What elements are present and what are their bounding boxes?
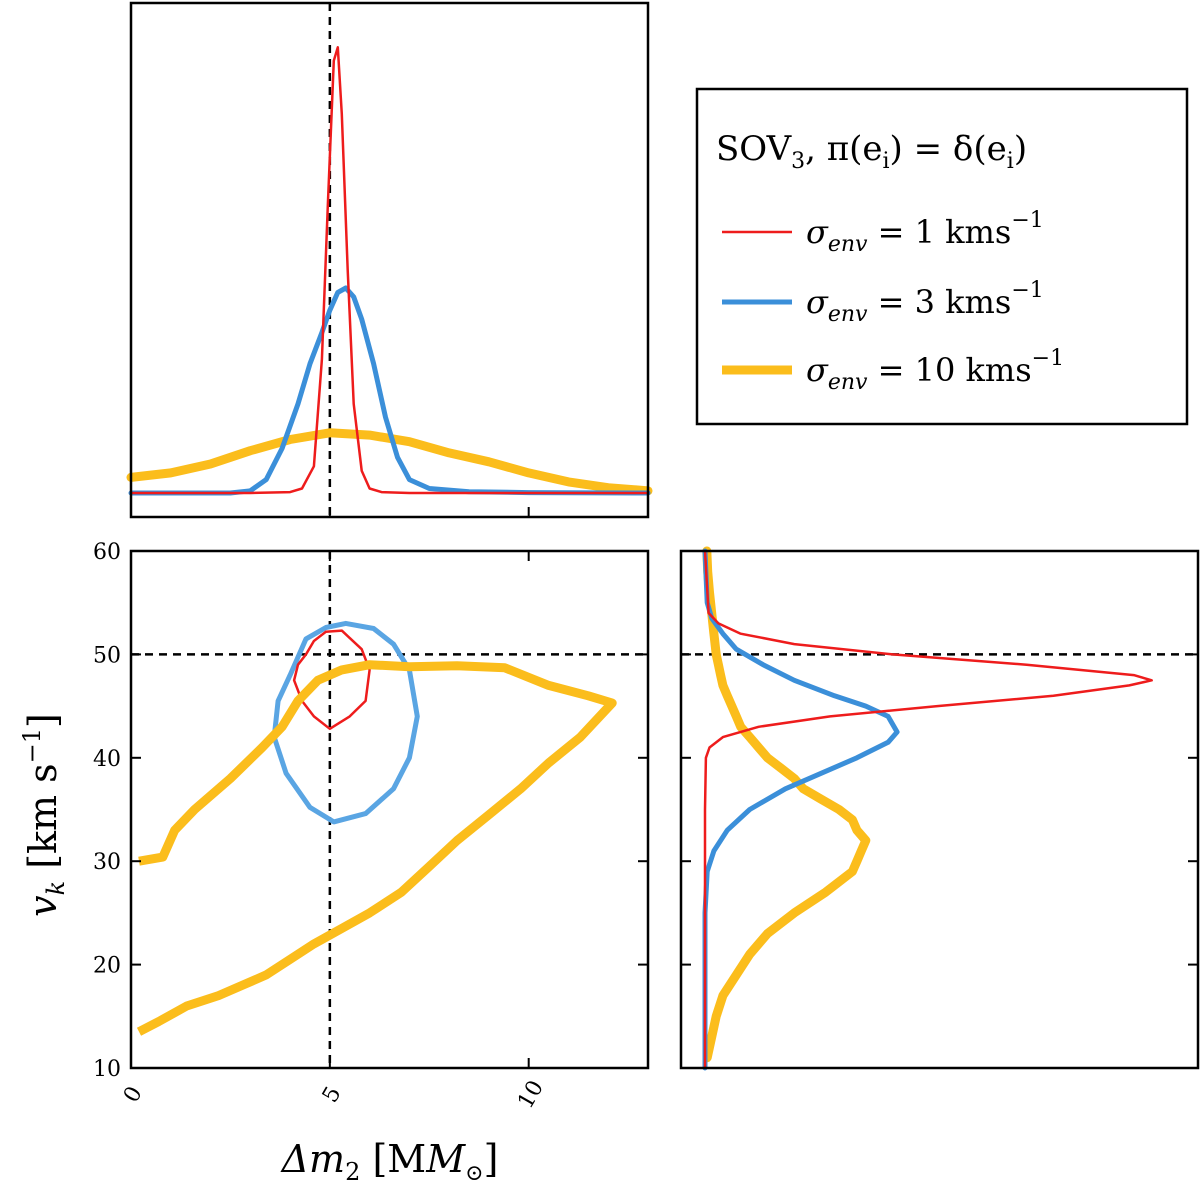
legend-label-sigma-1: σenv = 1 kms−1 [806,208,1044,257]
top-marginal-series-1 [128,285,651,496]
joint-contour-series-2 [136,660,617,1036]
joint-ytick-label-2: 30 [93,850,121,875]
joint-xtick-label-1: 5 [318,1082,347,1107]
joint-panel: 10 20 30 40 50 60 0 5 10 [93,540,650,1113]
legend-label-sigma-3: σenv = 3 kms−1 [806,278,1044,327]
joint-xtick-label-0: 0 [119,1082,148,1107]
top-marginal-series-2 [126,428,653,496]
legend-entry-sigma-10: σenv = 10 kms−1 [722,346,1064,395]
legend-entry-sigma-1: σenv = 1 kms−1 [722,208,1044,257]
top-marginal-series-0 [129,46,650,495]
top-marginal-frame [129,1,650,519]
y-axis-label: vk [km s−1] [18,713,70,917]
joint-ytick-label-4: 50 [93,643,121,668]
x-axis-label: Δm2 [MM⊙] [280,1137,499,1186]
joint-contour-series-0 [292,629,371,731]
right-marginal-series-2 [702,546,871,1063]
top-marginal-panel [126,1,653,519]
joint-ytick-label-5: 60 [93,540,121,565]
joint-ticks: 10 20 30 40 50 60 0 5 10 [93,540,648,1113]
right-marginal-ticks [681,550,1198,1069]
legend-title: SOV3, π(ei) = δ(ei) [716,129,1027,174]
legend-entry-sigma-3: σenv = 3 kms−1 [722,278,1044,327]
joint-ytick-label-0: 10 [93,1057,121,1082]
joint-ytick-label-3: 40 [93,747,121,772]
legend: SOV3, π(ei) = δ(ei) σenv = 1 kms−1 σenv … [695,87,1189,426]
right-marginal-series-0 [703,549,1153,1070]
top-marginal-plot-area [126,3,653,517]
right-marginal-plot-area [681,546,1198,1071]
right-marginal-panel [679,546,1200,1071]
right-marginal-series-1 [702,548,900,1071]
joint-frame [129,549,650,1070]
legend-label-sigma-10: σenv = 10 kms−1 [806,346,1064,395]
joint-ytick-label-1: 20 [93,954,121,979]
joint-xtick-label-2: 10 [513,1076,549,1113]
joint-contour-series-1 [271,620,420,825]
joint-plot-area [131,551,648,1068]
right-marginal-frame [679,549,1200,1070]
